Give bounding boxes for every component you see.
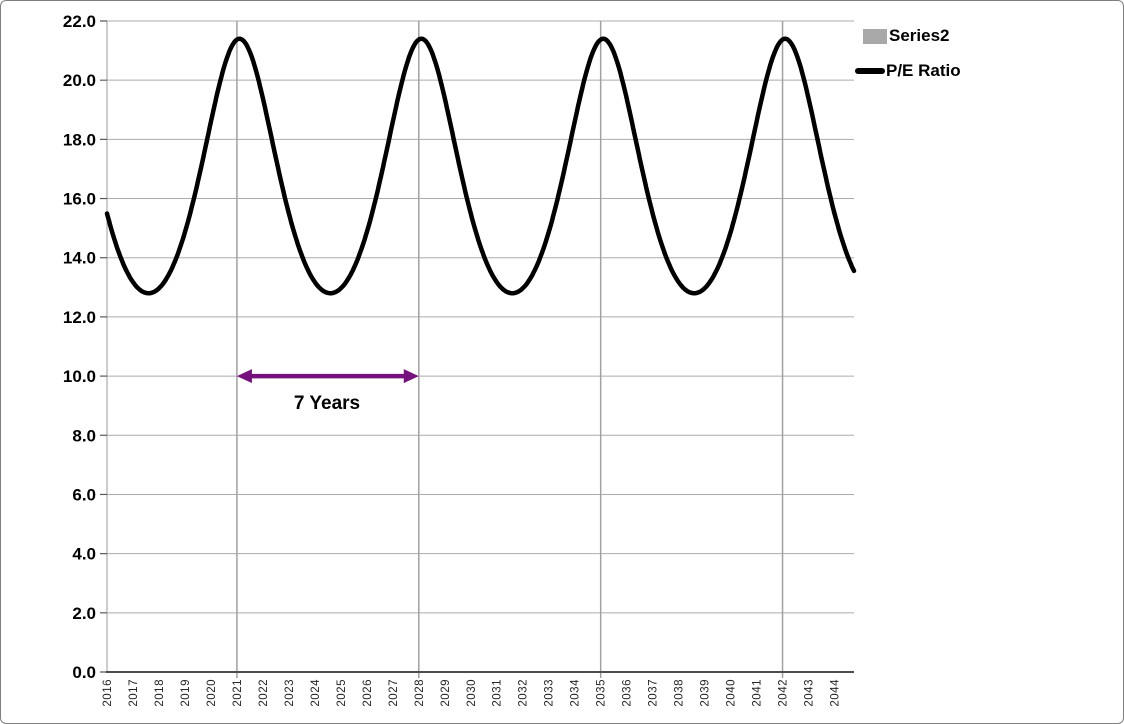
x-tick-label: 2024 <box>310 679 322 707</box>
x-tick-label: 2044 <box>830 679 842 707</box>
y-tick-label: 10.0 <box>63 367 96 386</box>
x-tick-label: 2041 <box>752 679 764 707</box>
y-tick-label: 2.0 <box>72 604 96 623</box>
x-tick-label: 2022 <box>258 679 270 707</box>
x-tick-label: 2025 <box>336 679 348 707</box>
x-tick-label: 2020 <box>206 679 218 707</box>
y-tick-label: 6.0 <box>72 485 96 504</box>
x-tick-label: 2017 <box>128 679 140 707</box>
y-tick-label: 8.0 <box>72 426 96 445</box>
x-tick-label: 2030 <box>466 679 478 707</box>
x-tick-label: 2040 <box>726 679 738 707</box>
y-tick-label: 4.0 <box>72 545 96 564</box>
y-tick-label: 14.0 <box>63 249 96 268</box>
period-annotation-label: 7 Years <box>293 393 361 414</box>
legend-item-series2: Series2 <box>855 25 961 47</box>
period-arrow-head-left <box>236 369 252 384</box>
y-tick-label: 20.0 <box>63 71 96 90</box>
x-tick-label: 2021 <box>232 679 244 707</box>
x-tick-label: 2034 <box>570 679 582 707</box>
x-tick-label: 2026 <box>362 679 374 707</box>
x-tick-label: 2016 <box>102 679 114 707</box>
x-tick-label: 2018 <box>154 679 166 707</box>
period-arrow-head-right <box>403 369 419 384</box>
legend-label-pe-ratio: P/E Ratio <box>886 61 961 80</box>
series2-swatch <box>863 28 887 44</box>
x-tick-label: 2019 <box>180 679 192 707</box>
x-tick-label: 2031 <box>492 679 504 707</box>
x-tick-label: 2042 <box>778 679 790 707</box>
y-tick-label: 22.0 <box>63 12 96 31</box>
x-tick-label: 2027 <box>388 679 400 707</box>
x-tick-label: 2028 <box>414 679 426 707</box>
x-tick-label: 2038 <box>674 679 686 707</box>
x-tick-label: 2023 <box>284 679 296 707</box>
y-tick-label: 18.0 <box>63 130 96 149</box>
y-tick-label: 16.0 <box>63 190 96 209</box>
pe-ratio-line-swatch <box>855 68 885 74</box>
legend-item-pe-ratio: P/E Ratio <box>855 60 961 82</box>
x-tick-label: 2033 <box>544 679 556 707</box>
x-tick-label: 2037 <box>648 679 660 707</box>
x-tick-label: 2043 <box>804 679 816 707</box>
y-tick-label: 12.0 <box>63 308 96 327</box>
pe-ratio-curve <box>104 36 857 296</box>
legend-label-series2: Series2 <box>889 26 950 45</box>
x-tick-label: 2029 <box>440 679 452 707</box>
x-tick-label: 2032 <box>518 679 530 707</box>
x-tick-label: 2036 <box>622 679 634 707</box>
x-tick-label: 2035 <box>596 679 608 707</box>
x-tick-label: 2039 <box>700 679 712 707</box>
y-tick-label: 0.0 <box>72 663 96 682</box>
legend: Series2 P/E Ratio <box>855 25 961 82</box>
